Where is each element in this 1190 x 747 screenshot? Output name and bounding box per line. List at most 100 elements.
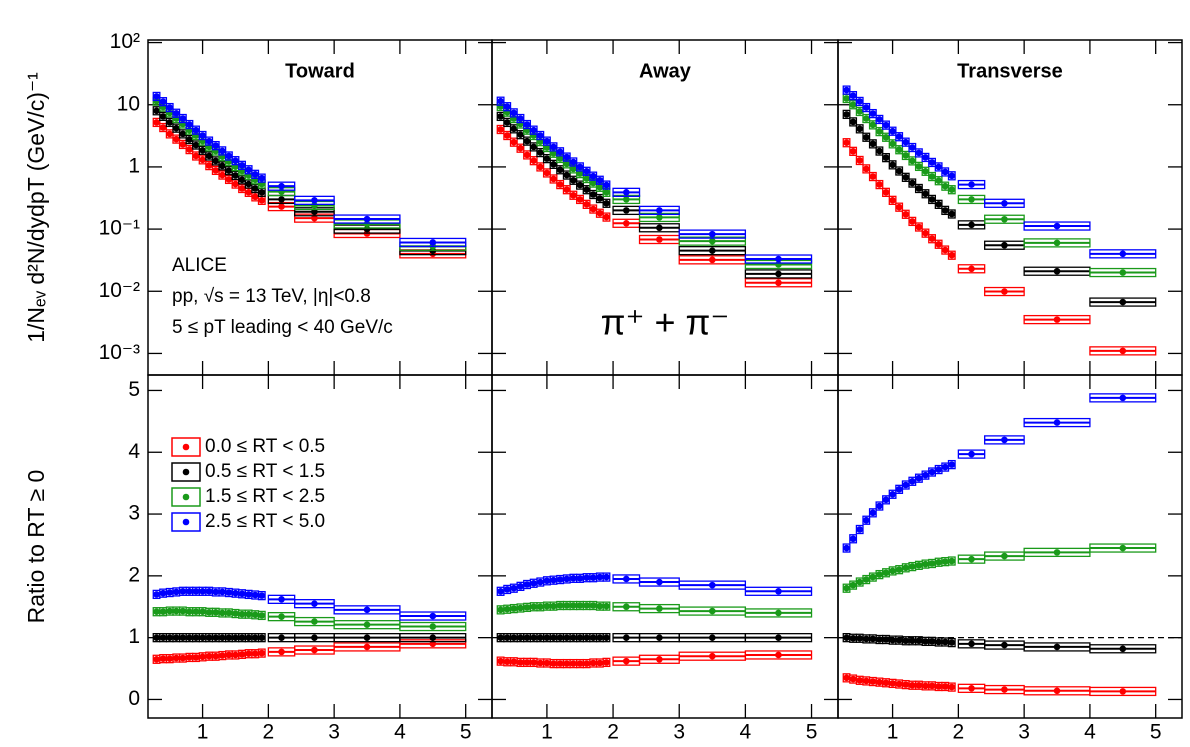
point — [238, 167, 246, 175]
point — [915, 149, 923, 157]
point — [278, 648, 285, 656]
point — [1119, 347, 1127, 355]
y-tick-label: 10² — [110, 30, 140, 53]
point — [153, 591, 160, 598]
x-tick-label: 4 — [394, 721, 406, 744]
point — [902, 564, 910, 572]
point — [968, 196, 975, 203]
point — [622, 196, 630, 203]
point — [876, 678, 883, 686]
point — [589, 574, 597, 582]
point — [876, 128, 883, 135]
point — [153, 93, 160, 100]
panel-title: Toward — [285, 60, 355, 82]
point — [510, 658, 518, 666]
point — [869, 140, 877, 148]
point — [876, 147, 883, 155]
point — [536, 163, 544, 171]
point — [153, 97, 160, 105]
point — [232, 610, 239, 617]
point — [941, 168, 949, 176]
point — [219, 162, 226, 170]
point — [622, 575, 630, 583]
panel-title: Away — [639, 60, 692, 82]
point — [915, 681, 923, 689]
point — [935, 163, 942, 171]
point — [159, 98, 167, 105]
point — [523, 151, 531, 159]
point — [166, 607, 174, 615]
annotation: pp, √s = 13 TeV, |η|<0.8 — [172, 286, 371, 307]
point — [849, 148, 857, 155]
point — [889, 161, 896, 169]
point — [862, 133, 870, 141]
x-tick-label: 5 — [460, 721, 472, 744]
point — [895, 203, 903, 211]
point — [902, 681, 910, 688]
point — [589, 602, 597, 609]
point — [199, 588, 206, 595]
point — [570, 176, 577, 184]
point — [869, 110, 877, 117]
x-tick-label: 3 — [673, 721, 685, 744]
point — [570, 165, 577, 173]
point — [1001, 641, 1008, 649]
point — [258, 174, 266, 182]
point — [536, 659, 544, 667]
y-tick-label: 10 — [117, 92, 140, 115]
point — [1053, 549, 1061, 556]
point — [510, 634, 518, 641]
point — [497, 126, 504, 133]
point — [915, 163, 923, 170]
point — [205, 609, 213, 616]
point — [928, 560, 936, 567]
point — [530, 157, 537, 164]
point — [232, 651, 239, 659]
point — [166, 104, 174, 111]
point — [968, 685, 975, 692]
point — [225, 609, 233, 617]
point — [219, 147, 226, 155]
point — [251, 634, 259, 641]
point — [1119, 298, 1127, 306]
point — [570, 602, 577, 609]
point — [363, 220, 371, 228]
point — [225, 589, 233, 596]
point — [941, 246, 949, 254]
point — [179, 141, 187, 148]
point — [510, 109, 518, 117]
point — [570, 575, 577, 582]
point — [1053, 267, 1061, 275]
panel: 10⁻³ 10⁻² 10⁻¹ 1 10 10² Toward 1/Nₑᵥ d²N/dydpT … — [23, 30, 493, 376]
point — [429, 239, 437, 246]
point — [849, 118, 857, 126]
point — [909, 179, 916, 187]
point — [212, 142, 220, 149]
point — [238, 651, 246, 658]
point — [843, 634, 850, 641]
point — [922, 154, 929, 161]
point — [179, 634, 187, 641]
point — [563, 153, 571, 161]
point — [922, 229, 929, 237]
point — [889, 127, 896, 135]
point — [889, 567, 896, 575]
y-tick-label: 1 — [128, 154, 140, 177]
point — [530, 143, 537, 151]
point — [159, 124, 167, 131]
legend-marker — [171, 487, 201, 507]
point — [205, 137, 213, 145]
point — [258, 197, 266, 204]
point — [869, 573, 877, 581]
point — [278, 613, 285, 620]
point — [843, 674, 850, 682]
legend-marker — [171, 512, 201, 532]
point — [856, 677, 864, 684]
point — [1119, 250, 1127, 258]
point — [948, 210, 956, 218]
point — [922, 471, 929, 479]
point — [311, 197, 318, 204]
point — [570, 660, 577, 667]
point — [576, 196, 584, 203]
point — [902, 481, 910, 489]
